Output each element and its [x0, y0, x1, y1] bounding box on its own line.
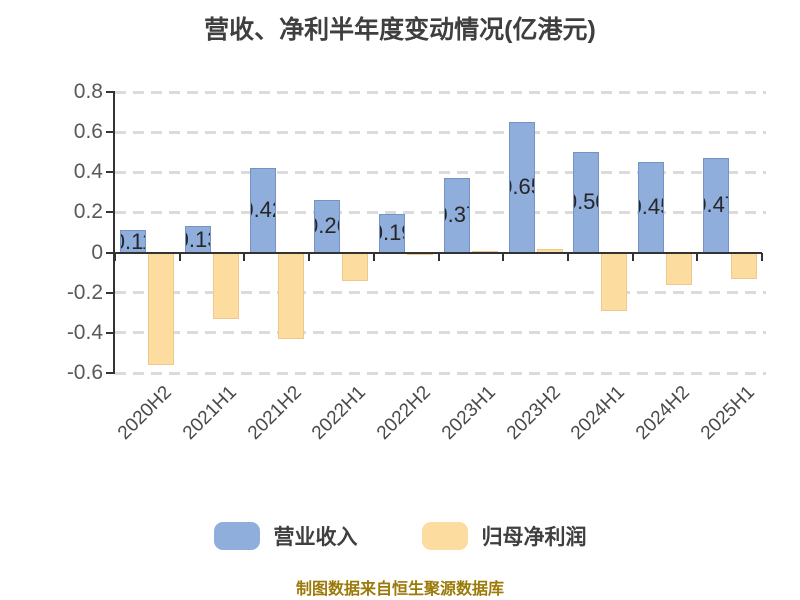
data-source-note: 制图数据来自恒生聚源数据库 — [295, 581, 504, 598]
legend-item-net-profit: 归母净利润 — [421, 521, 587, 551]
x-axis-tick — [566, 252, 569, 261]
gridline — [115, 170, 766, 174]
net-profit-bar-2021H2 — [277, 252, 304, 339]
net-profit-bar-2021H1 — [213, 252, 240, 319]
x-axis-tick — [114, 252, 116, 261]
bar-value-label: 0.45 — [639, 194, 663, 220]
bar-value-label: 0.42 — [251, 197, 275, 223]
y-axis-tick-label: -0.4 — [66, 320, 103, 344]
net-profit-bar-2025H1 — [730, 252, 757, 279]
y-axis-tick-label: -0.6 — [66, 361, 103, 384]
y-axis-tick — [106, 211, 115, 214]
y-axis-tick — [106, 91, 115, 93]
revenue-bar-2021H2: 0.42 — [249, 168, 276, 253]
gridline — [115, 90, 766, 94]
legend-item-revenue: 营业收入 — [213, 521, 358, 551]
revenue-bar-2025H1: 0.47 — [702, 158, 729, 253]
x-axis-tick — [631, 252, 634, 261]
y-axis-tick — [106, 131, 115, 134]
revenue-bar-2021H1: 0.13 — [185, 226, 212, 253]
bar-value-label: 0.11 — [121, 230, 145, 253]
revenue-bar-2024H1: 0.50 — [573, 152, 600, 253]
legend: 营业收入 归母净利润 — [0, 520, 800, 552]
gridline — [115, 371, 766, 375]
net-profit-bar-2020H2 — [148, 252, 175, 365]
y-axis-tick — [106, 291, 115, 294]
gridline — [115, 210, 766, 214]
gridline — [115, 331, 766, 335]
revenue-bar-2022H1: 0.26 — [314, 200, 341, 253]
gridline — [115, 130, 766, 134]
y-axis-line — [113, 92, 115, 373]
bar-value-label: 0.26 — [315, 213, 339, 239]
x-axis-tick — [243, 252, 246, 261]
revenue-bar-2020H2: 0.11 — [120, 230, 147, 253]
revenue-bar-2023H1: 0.37 — [443, 178, 470, 253]
y-axis-tick-label: 0.8 — [73, 80, 103, 103]
plot-area: 0.80.60.40.20-0.2-0.4-0.60.112020H20.132… — [66, 80, 766, 444]
y-axis-tick-label: -0.2 — [66, 280, 103, 304]
bar-value-label: 0.13 — [186, 226, 210, 252]
y-axis-tick — [106, 251, 115, 254]
bar-value-label: 0.50 — [574, 189, 598, 215]
gridline — [115, 291, 766, 295]
y-axis-tick — [106, 171, 115, 174]
x-axis-tick — [437, 252, 440, 261]
x-axis-tick — [761, 252, 763, 261]
y-axis-tick-label: 0.4 — [73, 160, 103, 184]
revenue-bar-2022H2: 0.19 — [379, 214, 406, 253]
legend-label: 归母净利润 — [481, 526, 587, 549]
x-axis-tick — [178, 252, 181, 261]
chart-title: 营收、净利半年度变动情况(亿港元) — [204, 16, 596, 44]
revenue-bar-2023H2: 0.65 — [508, 122, 535, 253]
revenue-bar-2024H2: 0.45 — [637, 162, 664, 253]
net-profit-bar-2022H1 — [342, 252, 369, 281]
bar-value-label: 0.19 — [380, 220, 404, 246]
bar-value-label: 0.65 — [510, 174, 534, 200]
y-axis-tick — [106, 372, 115, 374]
y-axis-tick-label: 0.2 — [73, 200, 103, 224]
x-axis-tick — [502, 252, 505, 261]
net-profit-bar-2024H2 — [665, 252, 692, 285]
legend-swatch — [421, 522, 468, 550]
x-axis-tick — [308, 252, 311, 261]
y-axis-tick — [106, 331, 115, 334]
x-axis-zero-line — [113, 251, 762, 254]
x-axis-tick — [372, 252, 375, 261]
legend-swatch — [213, 522, 260, 550]
y-axis-tick-label: 0.6 — [73, 120, 103, 144]
bar-value-label: 0.37 — [445, 202, 469, 228]
x-axis-tick — [696, 252, 699, 261]
net-profit-bar-2024H1 — [601, 252, 628, 311]
legend-label: 营业收入 — [273, 526, 358, 549]
y-axis-tick-label: 0 — [91, 240, 103, 264]
bar-value-label: 0.47 — [704, 192, 728, 218]
